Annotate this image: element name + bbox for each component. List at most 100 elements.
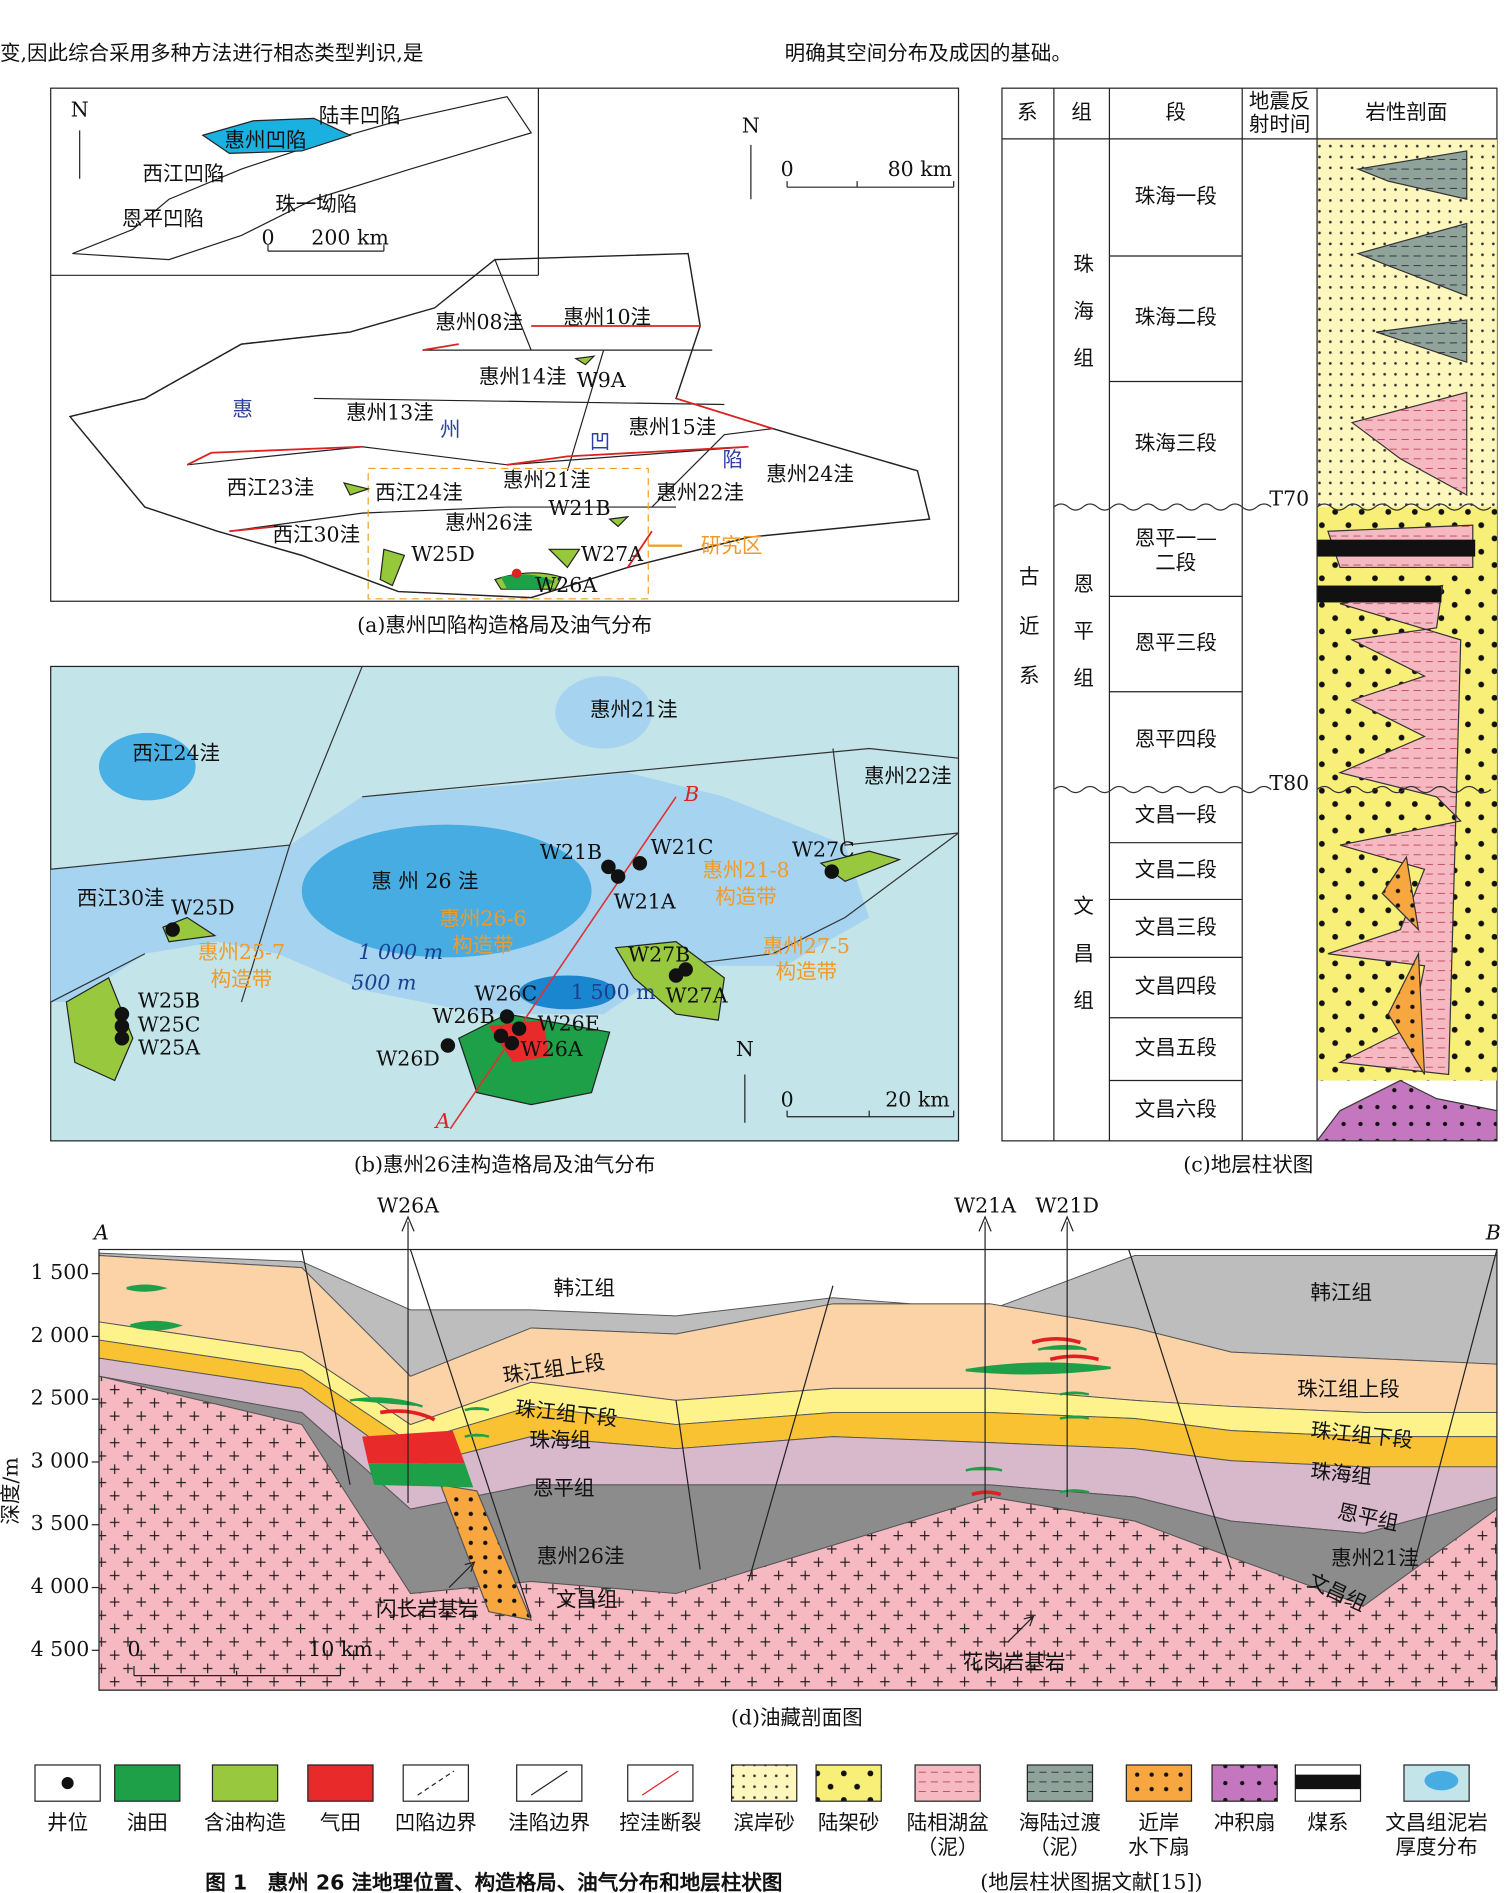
label: 惠 — [232, 397, 253, 421]
mudstone-thickness — [519, 975, 616, 1010]
legend-label: 井位 — [47, 1811, 88, 1835]
y-tick-label: 2 000 — [31, 1323, 90, 1347]
legend-swatch — [530, 1770, 568, 1796]
label: W21C — [651, 835, 714, 859]
gas-field — [511, 568, 522, 579]
legend-swatch — [1211, 1764, 1278, 1802]
legend-swatch — [402, 1764, 469, 1802]
well-label: W21A — [954, 1194, 1017, 1218]
y-tick-label: 1 500 — [31, 1260, 90, 1284]
y-tick-label: 3 000 — [31, 1448, 90, 1472]
member: 恩平三段 — [1135, 631, 1217, 655]
label: 惠州26-6 — [439, 906, 526, 930]
label: 构造带 — [776, 960, 838, 984]
unconformity — [1053, 503, 1492, 794]
header: 系 — [1017, 100, 1038, 124]
legend-label: 海陆过渡 — [1019, 1811, 1101, 1835]
legend-label: 控洼断裂 — [619, 1811, 701, 1835]
label: 西江24洼 — [132, 741, 220, 765]
label: 20 km — [885, 1088, 950, 1112]
mudstone-thickness — [301, 824, 592, 958]
y-tick-label: 3 500 — [31, 1511, 90, 1535]
oil-field — [500, 574, 556, 590]
label: 惠州24洼 — [766, 462, 854, 486]
label: 惠州26洼 — [537, 1544, 625, 1568]
oil-structure — [342, 355, 630, 590]
label: 珠江组上段 — [1297, 1377, 1400, 1401]
formation: 文昌组 — [1070, 895, 1094, 1036]
label: 凹 — [590, 430, 611, 454]
cross-section — [98, 1249, 1498, 1691]
label: W21B — [548, 496, 610, 520]
member: 恩平一— — [1135, 526, 1217, 550]
label: 研究区 — [701, 533, 763, 557]
diorite-basement — [439, 1484, 533, 1621]
label: W9A — [577, 368, 627, 392]
legend-swatch — [211, 1764, 279, 1802]
label: W27A — [666, 984, 729, 1008]
label: 500 m — [351, 970, 416, 994]
label: 惠州15洼 — [629, 415, 717, 439]
annotation-arrow — [133, 1561, 1035, 1677]
legend-swatch — [914, 1764, 981, 1802]
header: 地震反 — [1249, 89, 1311, 113]
legend-label: （泥） — [917, 1835, 979, 1859]
header: 段 — [1166, 100, 1187, 124]
legend-label: 文昌组泥岩 — [1385, 1811, 1488, 1835]
label: 构造带 — [715, 885, 777, 909]
label: 闪长岩基岩 — [376, 1597, 479, 1621]
label: 恩平组 — [533, 1476, 595, 1500]
label: 西江23洼 — [227, 475, 315, 499]
label: W26C — [474, 981, 537, 1005]
legend-label: 水下扇 — [1128, 1835, 1190, 1859]
member: 珠海一段 — [1135, 184, 1217, 208]
sub-sag-boundary — [187, 259, 773, 532]
scale — [79, 130, 955, 252]
legend — [34, 1764, 1470, 1802]
label: 陆丰凹陷 — [319, 104, 401, 128]
sag-boundary — [69, 331, 351, 418]
label: W26A — [521, 1037, 584, 1061]
member: 文昌一段 — [1135, 803, 1217, 827]
label: A — [92, 1220, 109, 1244]
label: 西江30洼 — [272, 523, 360, 547]
member: 文昌三段 — [1135, 915, 1217, 939]
transitional-mud — [1355, 150, 1468, 364]
panel-d-frame — [98, 1248, 1498, 1691]
label: 惠州27-5 — [763, 934, 850, 958]
label: N — [736, 1037, 754, 1061]
label: W27C — [792, 838, 855, 862]
legend-label: 陆相湖盆 — [907, 1811, 989, 1835]
y-tick-label: 2 500 — [31, 1386, 90, 1410]
label: 惠州13洼 — [346, 401, 434, 425]
boundary — [50, 666, 959, 1003]
legend-swatch — [815, 1764, 882, 1802]
mudstone-thickness — [555, 676, 652, 749]
legend-label: 气田 — [320, 1811, 361, 1835]
well-label: W26A — [377, 1194, 440, 1218]
fan — [1381, 855, 1426, 1075]
legend-swatch — [730, 1764, 798, 1802]
inset-basin — [72, 95, 533, 261]
label: 惠州21-8 — [702, 858, 789, 882]
caption: (b)惠州26洼构造格局及油气分布 — [354, 1153, 655, 1177]
label: W25D — [411, 542, 475, 566]
label: 西江24洼 — [375, 480, 463, 504]
gas-field — [362, 1430, 465, 1464]
label: B — [1485, 1220, 1501, 1244]
legend-swatch — [307, 1764, 374, 1802]
member: 文昌二段 — [1135, 858, 1217, 882]
label: W27B — [628, 943, 690, 967]
label: W27A — [581, 542, 644, 566]
label: W25C — [138, 1013, 201, 1037]
label: 惠州21洼 — [590, 698, 678, 722]
label: 80 km — [888, 157, 953, 181]
alluvial-fan — [1315, 1079, 1498, 1142]
legend-swatch — [641, 1770, 679, 1796]
coal — [1317, 585, 1442, 603]
scale — [744, 1074, 955, 1123]
member: 文昌五段 — [1135, 1036, 1217, 1060]
fault — [186, 325, 773, 568]
label: W21A — [614, 890, 677, 914]
label: 惠州22洼 — [864, 764, 952, 788]
